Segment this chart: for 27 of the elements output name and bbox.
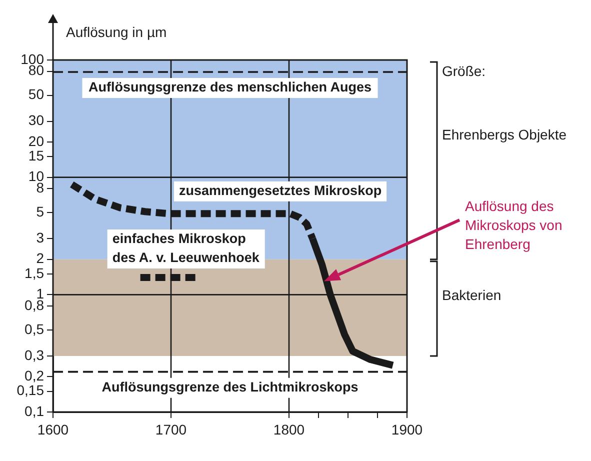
y-tick-label: 20	[28, 132, 44, 149]
series-label: zusammengesetztes Mikroskop	[179, 183, 382, 198]
x-tick-label: 1900	[391, 421, 423, 438]
band-label: Bakterien	[442, 286, 502, 303]
text: einfaches Mikroskop des A. v. Leeuwenhoek	[112, 231, 260, 266]
y-tick-label: 0,5	[24, 320, 44, 337]
y-tick-label: 15	[28, 148, 44, 164]
y-axis-title: Auflösung in µm	[66, 24, 167, 40]
y-tick-label: 8	[36, 180, 44, 196]
y-tick-label: 0,3	[24, 346, 44, 363]
annotation: Auflösung des Mikroskops von Ehrenberg	[465, 197, 564, 254]
text: Größe:	[442, 62, 486, 79]
x-tick-label: 1600	[37, 421, 69, 438]
band-label: Ehrenbergs Objekte	[442, 126, 567, 143]
y-tick-label: 0,1	[24, 402, 44, 419]
y-tick-label: 5	[36, 204, 44, 220]
y-tick-label: 3	[36, 230, 44, 246]
y-tick-label: 0,15	[16, 382, 44, 398]
ref-line-label: Auflösungsgrenze des Lichtmikroskops	[102, 380, 358, 395]
x-tick-label: 1700	[155, 421, 187, 438]
y-tick-label: 2	[36, 250, 44, 266]
ref-line-label: Auflösungsgrenze des menschlichen Auges	[88, 80, 372, 95]
y-tick-label: 30	[28, 112, 44, 128]
y-tick-label: 50	[28, 86, 44, 102]
x-tick-label: 1800	[273, 421, 305, 438]
y-tick-label: 1,5	[24, 264, 44, 281]
y-tick-label: 0,2	[24, 368, 44, 384]
